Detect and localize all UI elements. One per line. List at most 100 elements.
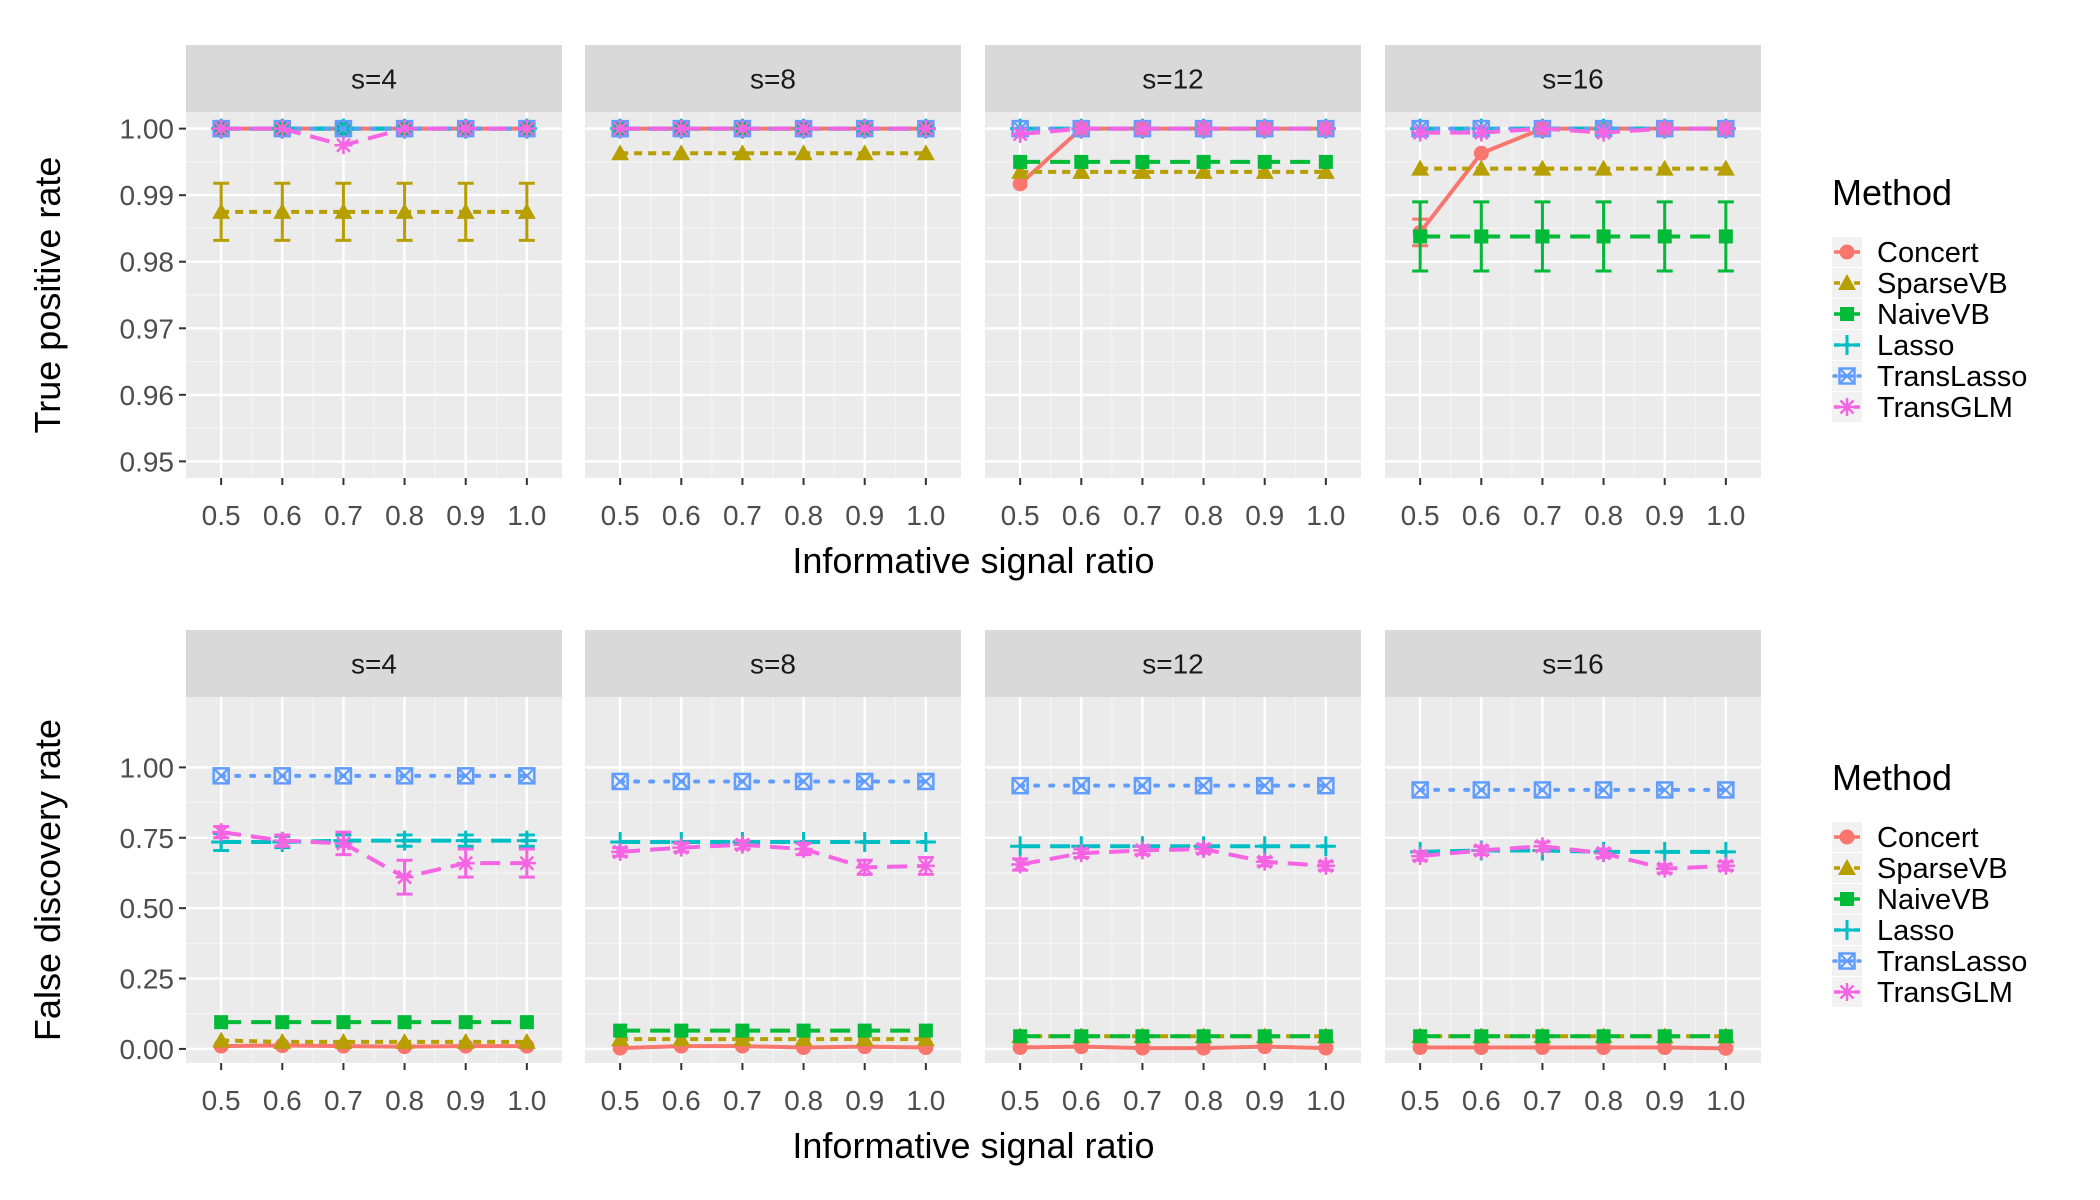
lasso-line — [221, 838, 527, 844]
naivevb-point — [1135, 154, 1150, 169]
x-tick-label: 0.5 — [1001, 500, 1040, 531]
sparsevb-point — [794, 1030, 813, 1047]
translasso-point — [611, 772, 629, 791]
naivevb-point — [458, 1015, 473, 1030]
facet-strip-label: s=8 — [750, 649, 796, 680]
x-tick-label: 0.9 — [845, 1085, 884, 1116]
sparsevb-point — [1716, 159, 1735, 176]
facet-strip-label: s=16 — [1542, 649, 1604, 680]
concert-point — [1012, 1040, 1028, 1056]
transglm-point — [1133, 119, 1152, 138]
legend-label: TransGLM — [1877, 392, 2013, 424]
series-translasso — [1411, 781, 1735, 799]
y-tick-label: 0.75 — [120, 823, 175, 854]
fdr-panel-s-4: s=4 0.00 0.25 0.50 0.75 1.00 0.5 0.6 0.7 0.8 0.9 1.… — [120, 630, 562, 1116]
naivevb-point — [397, 1015, 412, 1030]
x-tick-label: 1.0 — [906, 1085, 945, 1116]
transglm-point — [855, 858, 874, 877]
series-group — [1410, 781, 1736, 1056]
transglm-point — [1594, 844, 1613, 863]
legend-top: Method ConcertSparseVBNaiveVBLassoTransLa… — [1832, 172, 2027, 424]
transglm-point — [1472, 841, 1491, 860]
transglm-point — [855, 119, 874, 138]
legend-key-marker — [1838, 274, 1856, 290]
naivevb-point — [1257, 154, 1272, 169]
y-axis-title: False discovery rate — [27, 719, 68, 1041]
sparsevb-point — [916, 144, 935, 161]
series-transglm — [212, 823, 536, 896]
x-tick-label: 0.5 — [1401, 500, 1440, 531]
sparsevb-point — [395, 1032, 414, 1049]
x-tick-label: 0.9 — [1245, 1085, 1284, 1116]
series-sparsevb — [1011, 162, 1335, 179]
legend-key-marker — [1840, 307, 1854, 321]
series-transglm — [611, 835, 935, 877]
x-tick-label: 1.0 — [1306, 500, 1345, 531]
sparsevb-point — [611, 1030, 630, 1047]
x-tick-label: 0.7 — [1123, 500, 1162, 531]
facet-strip-label: s=16 — [1542, 64, 1604, 95]
x-tick-label: 0.5 — [601, 500, 640, 531]
sparsevb-point — [456, 1032, 475, 1049]
translasso-point — [855, 772, 874, 791]
y-tick-label: 1.00 — [120, 752, 175, 783]
transglm-point — [334, 136, 353, 155]
series-transglm — [212, 119, 536, 155]
lasso-point — [915, 831, 936, 852]
translasso-point — [518, 767, 536, 785]
transglm-point — [1011, 124, 1030, 143]
tpr-panel-s-16: s=16 0.5 0.6 0.7 0.8 0.9 1.0 — [1385, 45, 1761, 531]
series-group — [211, 118, 537, 242]
concert-line — [1020, 1044, 1326, 1051]
x-tick-label: 0.5 — [1401, 1085, 1440, 1116]
series-group — [1010, 776, 1336, 1056]
sparsevb-point — [212, 202, 231, 219]
x-tick-label: 1.0 — [507, 1085, 546, 1116]
series-group — [610, 118, 936, 161]
naivevb-point — [1318, 154, 1333, 169]
legend-key-marker — [1838, 952, 1856, 970]
series-sparsevb — [1411, 159, 1735, 176]
legend-key-marker — [1837, 335, 1857, 355]
translasso-point — [1317, 776, 1335, 795]
naivevb-point — [857, 1023, 872, 1038]
concert-point — [1412, 1040, 1428, 1056]
legend-key-marker — [1838, 983, 1856, 1001]
naivevb-point — [674, 1023, 689, 1038]
naivevb-point — [796, 1023, 811, 1038]
naivevb-point — [1535, 1029, 1550, 1044]
translasso-point — [1011, 776, 1029, 795]
translasso-point — [733, 772, 752, 791]
x-tick-label: 0.8 — [385, 500, 424, 531]
transglm-point — [1072, 119, 1091, 138]
transglm-point — [733, 119, 752, 138]
transglm-point — [273, 831, 292, 850]
transglm-point — [395, 868, 414, 887]
legend-key-marker — [1837, 920, 1857, 940]
sparsevb-point — [1194, 162, 1213, 179]
x-tick-label: 0.6 — [1462, 1085, 1501, 1116]
tpr-panel-s-4: s=4 0.95 0.96 0.97 0.98 0.99 1.00 0.5 0.6 0.7 0.8 0… — [120, 45, 562, 531]
lasso-point — [455, 830, 476, 851]
naivevb-point — [1596, 1029, 1611, 1044]
sparsevb-point — [273, 202, 292, 219]
x-tick-label: 0.6 — [1062, 1085, 1101, 1116]
legend-label: Lasso — [1877, 330, 1954, 362]
series-transglm — [1411, 837, 1735, 878]
x-tick-label: 0.9 — [1645, 500, 1684, 531]
lasso-point — [1315, 836, 1336, 857]
sparsevb-point — [733, 1030, 752, 1047]
x-axis-title: Informative signal ratio — [792, 1125, 1154, 1166]
x-tick-label: 0.8 — [1584, 500, 1623, 531]
x-tick-label: 0.7 — [324, 500, 363, 531]
translasso-point — [395, 767, 414, 785]
sparsevb-point — [1533, 159, 1552, 176]
transglm-point — [1472, 123, 1491, 142]
fdr-panel-s-12: s=12 0.5 0.6 0.7 0.8 0.9 1.0 — [985, 630, 1361, 1116]
sparsevb-point — [517, 1032, 536, 1049]
x-tick-label: 0.8 — [1184, 1085, 1223, 1116]
series-group — [610, 772, 936, 1056]
concert-line — [620, 1044, 926, 1051]
y-tick-label: 0.25 — [120, 964, 175, 995]
